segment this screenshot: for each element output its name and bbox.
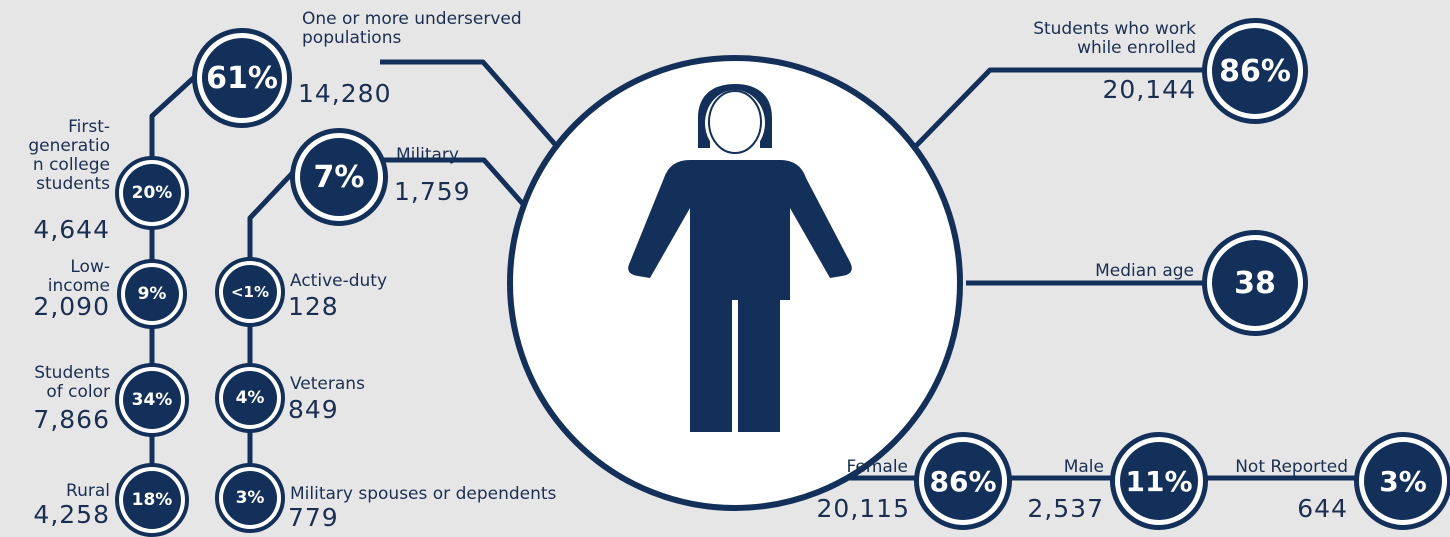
male-badge: 11% — [1110, 432, 1208, 530]
active-duty-badge: <1% — [215, 257, 285, 327]
underserved-label: One or more underserved populations — [302, 9, 522, 48]
median-age-badge: 38 — [1202, 230, 1308, 336]
male-label: Male — [1063, 457, 1104, 477]
active-duty-count: 128 — [288, 292, 339, 321]
first-gen-count: 4,644 — [33, 215, 110, 244]
female-percent: 86% — [924, 442, 1002, 520]
veterans-percent: 4% — [223, 371, 277, 425]
rural-label: Rural — [66, 481, 110, 501]
not-reported-percent: 3% — [1364, 442, 1442, 520]
median-age-value: 38 — [1212, 240, 1298, 326]
not-reported-label: Not Reported — [1235, 457, 1348, 477]
connector-military-column — [247, 163, 302, 510]
first-gen-percent: 20% — [123, 164, 181, 222]
rural-count: 4,258 — [33, 500, 110, 529]
active-duty-label: Active-duty — [290, 271, 388, 291]
low-income-badge: 9% — [117, 259, 187, 329]
first-gen-badge: 20% — [115, 156, 189, 230]
veterans-label: Veterans — [290, 374, 365, 394]
work-badge: 86% — [1202, 18, 1308, 124]
underserved-percent: 61% — [202, 38, 282, 118]
military-count: 1,759 — [394, 177, 471, 206]
military-percent: 7% — [300, 138, 378, 216]
rural-percent: 18% — [123, 471, 181, 529]
military-label: Military — [396, 145, 459, 165]
military-spouses-label: Military spouses or dependents — [290, 484, 557, 504]
military-spouses-badge: 3% — [215, 463, 285, 533]
male-count: 2,537 — [1027, 494, 1104, 523]
female-badge: 86% — [914, 432, 1012, 530]
low-income-percent: 9% — [125, 267, 179, 321]
student-person-icon — [628, 84, 852, 432]
work-label: Students who work while enrolled — [1033, 19, 1196, 58]
male-percent: 11% — [1120, 442, 1198, 520]
female-count: 20,115 — [816, 494, 910, 523]
students-of-color-label: Students of color — [34, 363, 110, 402]
military-spouses-percent: 3% — [223, 471, 277, 525]
median-age-label: Median age — [1095, 261, 1194, 281]
first-gen-label: First-generation college students — [28, 117, 110, 194]
work-count: 20,144 — [1102, 75, 1196, 104]
students-of-color-percent: 34% — [123, 371, 181, 429]
students-of-color-badge: 34% — [115, 363, 189, 437]
active-duty-percent: <1% — [223, 265, 277, 319]
underserved-count: 14,280 — [298, 79, 392, 108]
female-label: Female — [846, 457, 908, 477]
not-reported-badge: 3% — [1354, 432, 1450, 530]
rural-badge: 18% — [115, 463, 189, 537]
military-spouses-count: 779 — [288, 503, 339, 532]
work-percent: 86% — [1212, 28, 1298, 114]
connector-military-center — [378, 157, 532, 214]
low-income-label: Low-income — [47, 257, 110, 296]
underserved-badge: 61% — [192, 28, 292, 128]
low-income-count: 2,090 — [33, 292, 110, 321]
connector-underserved-center — [380, 59, 562, 152]
veterans-count: 849 — [288, 395, 339, 424]
not-reported-count: 644 — [1297, 494, 1348, 523]
connector-work — [910, 67, 1210, 152]
veterans-badge: 4% — [215, 363, 285, 433]
military-badge: 7% — [290, 128, 388, 226]
students-of-color-count: 7,866 — [33, 405, 110, 434]
